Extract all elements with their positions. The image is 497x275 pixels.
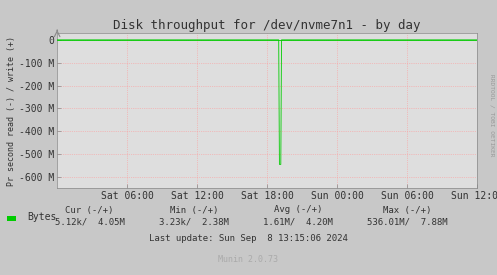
Text: Cur (-/+): Cur (-/+) xyxy=(65,205,114,215)
Text: 1.61M/  4.20M: 1.61M/ 4.20M xyxy=(263,218,333,227)
Text: Avg (-/+): Avg (-/+) xyxy=(274,205,323,215)
Text: 5.12k/  4.05M: 5.12k/ 4.05M xyxy=(55,218,124,227)
Text: Last update: Sun Sep  8 13:15:06 2024: Last update: Sun Sep 8 13:15:06 2024 xyxy=(149,234,348,243)
Text: Min (-/+): Min (-/+) xyxy=(169,205,218,215)
Text: RRDTOOL / TOBI OETIKER: RRDTOOL / TOBI OETIKER xyxy=(490,74,495,157)
Text: 536.01M/  7.88M: 536.01M/ 7.88M xyxy=(367,218,448,227)
Text: Munin 2.0.73: Munin 2.0.73 xyxy=(219,255,278,264)
Text: Bytes: Bytes xyxy=(27,212,57,222)
Text: 3.23k/  2.38M: 3.23k/ 2.38M xyxy=(159,218,229,227)
Title: Disk throughput for /dev/nvme7n1 - by day: Disk throughput for /dev/nvme7n1 - by da… xyxy=(113,19,421,32)
Text: Max (-/+): Max (-/+) xyxy=(383,205,432,215)
Y-axis label: Pr second read (-) / write (+): Pr second read (-) / write (+) xyxy=(7,36,16,186)
